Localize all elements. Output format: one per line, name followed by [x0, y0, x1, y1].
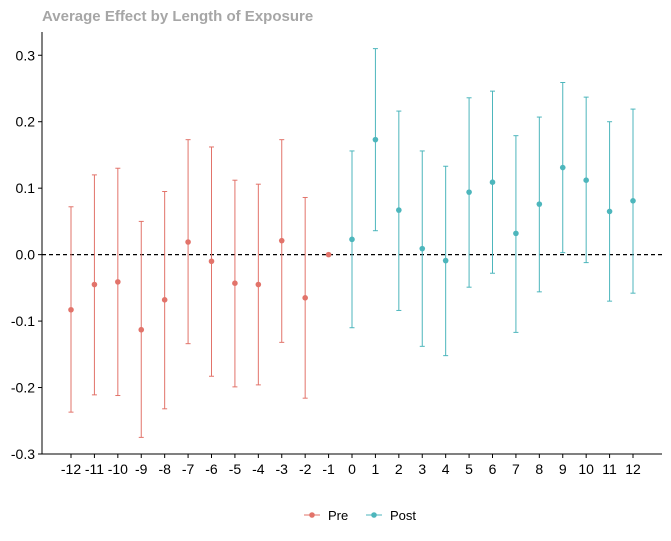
x-tick-label: -9: [135, 461, 148, 477]
post-point: [372, 136, 379, 143]
x-tick-label: 11: [602, 461, 617, 477]
x-tick-label: 7: [512, 461, 520, 477]
x-tick-label: -8: [158, 461, 171, 477]
chart-title: Average Effect by Length of Exposure: [42, 8, 313, 25]
x-tick-label: -1: [322, 461, 335, 477]
plot-marks: [68, 48, 636, 438]
pre-point: [161, 297, 168, 303]
pre-point: [138, 326, 145, 333]
y-tick-label: 0.0: [16, 247, 36, 263]
x-tick-label: -5: [229, 461, 242, 477]
pre-point: [91, 281, 98, 288]
x-tick-label: 10: [578, 461, 594, 477]
y-tick-label: 0.1: [16, 180, 36, 196]
legend: Pre Post: [304, 508, 416, 523]
x-tick-label: 6: [489, 461, 497, 477]
x-tick-label: -10: [108, 461, 128, 477]
post-point: [396, 207, 402, 213]
post-point: [606, 208, 613, 215]
series-post: [349, 48, 636, 357]
post-point: [466, 189, 472, 195]
legend-key-point-pre: [309, 512, 315, 518]
post-point: [583, 177, 589, 183]
x-tick-label: -2: [299, 461, 312, 477]
pre-point: [255, 281, 262, 288]
legend-key-point-post: [371, 512, 377, 518]
x-tick-label: -6: [205, 461, 218, 477]
x-tick-label: 2: [395, 461, 403, 477]
y-tick-label: -0.3: [11, 446, 35, 462]
pre-point: [278, 237, 285, 244]
post-point: [442, 257, 449, 264]
x-tick-label: 5: [465, 461, 473, 477]
x-tick-label: 8: [535, 461, 543, 477]
pre-point: [302, 295, 308, 301]
x-tick-label: -4: [252, 461, 265, 477]
legend-label-post: Post: [390, 508, 416, 523]
x-tick-label: 0: [348, 461, 356, 477]
x-tick-label: 3: [418, 461, 426, 477]
post-point: [419, 245, 426, 252]
y-tick-label: -0.1: [11, 313, 35, 329]
x-tick-label: -7: [182, 461, 195, 477]
pre-point: [185, 239, 191, 245]
post-point: [489, 179, 496, 185]
legend-label-pre: Pre: [328, 508, 348, 523]
x-tick-label: 4: [442, 461, 450, 477]
post-point: [349, 236, 355, 243]
pre-point: [208, 258, 215, 265]
pre-point: [232, 280, 238, 287]
x-tick-label: -12: [61, 461, 81, 477]
series-pre: [68, 139, 332, 438]
y-tick-label: 0.2: [16, 114, 36, 130]
post-point: [630, 198, 636, 204]
post-point: [536, 201, 543, 207]
post-point: [559, 164, 566, 171]
x-tick-label: 9: [559, 461, 567, 477]
pre-point: [325, 251, 332, 258]
post-point: [513, 230, 519, 237]
x-tick-label: 12: [625, 461, 641, 477]
plot-axes: -0.3-0.2-0.10.00.10.20.3-12 -11 -10 -9 -8 -7-…: [11, 32, 662, 477]
y-tick-label: -0.2: [11, 380, 35, 396]
y-tick-label: 0.3: [16, 47, 36, 63]
x-tick-label: 1: [372, 461, 380, 477]
pre-point: [115, 279, 121, 285]
x-tick-label: -3: [276, 461, 289, 477]
pre-point: [68, 306, 74, 313]
x-tick-label: -11: [85, 461, 104, 477]
